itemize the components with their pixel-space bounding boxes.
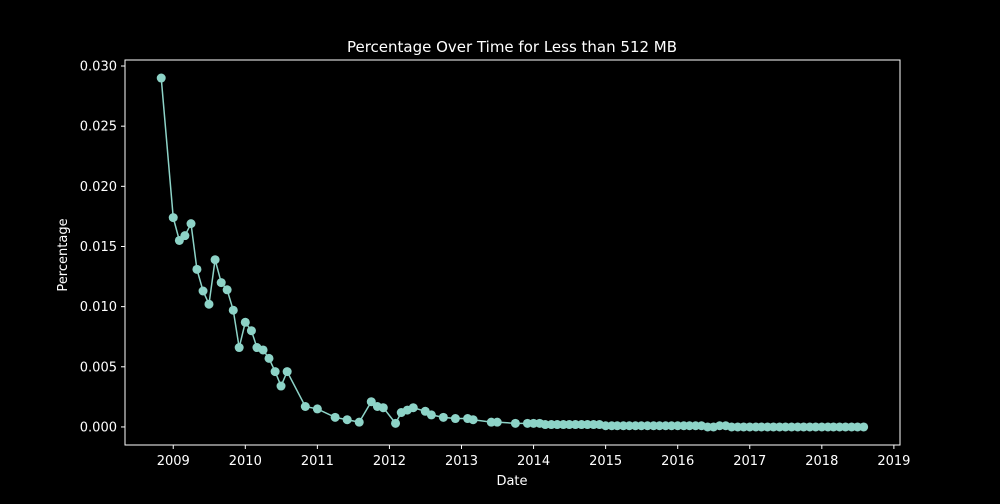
data-point	[198, 286, 208, 296]
x-axis: 2009 2010 2011 2012 2013 2014 2015 2016 2017 2018…	[157, 445, 910, 469]
y-tick-label: 0.030	[80, 60, 117, 75]
data-point	[186, 219, 196, 229]
data-point	[468, 415, 478, 425]
data-point	[216, 278, 226, 288]
chart-title: Percentage Over Time for Less than 512 M…	[347, 38, 677, 56]
data-point	[168, 213, 178, 223]
data-point	[492, 417, 502, 427]
x-tick-label: 2010	[229, 454, 262, 469]
y-tick-label: 0.000	[80, 420, 117, 435]
data-point	[330, 412, 340, 422]
x-tick-label: 2015	[589, 454, 622, 469]
plot-area-frame	[124, 59, 901, 446]
data-point	[228, 305, 238, 315]
y-tick-label: 0.010	[80, 300, 117, 315]
data-point	[192, 264, 202, 274]
x-tick-label: 2014	[517, 454, 550, 469]
x-tick-label: 2013	[445, 454, 478, 469]
data-point	[264, 353, 274, 363]
y-axis-label: Percentage	[56, 218, 71, 291]
data-point	[210, 255, 220, 265]
y-tick-label: 0.025	[80, 120, 117, 135]
data-point	[378, 403, 388, 413]
data-point	[156, 73, 166, 83]
series-line	[160, 77, 864, 428]
data-point	[270, 367, 280, 377]
data-point	[312, 404, 322, 414]
x-tick-label: 2011	[301, 454, 334, 469]
data-point	[180, 231, 190, 241]
x-tick-label: 2018	[805, 454, 838, 469]
data-point	[510, 418, 520, 428]
data-point	[258, 345, 268, 355]
data-point	[426, 410, 436, 420]
data-point	[234, 343, 244, 353]
data-point	[408, 403, 418, 413]
y-tick-label: 0.005	[80, 360, 117, 375]
data-point	[342, 415, 352, 425]
y-tick-label: 0.020	[80, 180, 117, 195]
data-point	[450, 414, 460, 424]
data-point	[240, 317, 250, 327]
y-tick-label: 0.015	[80, 240, 117, 255]
data-point	[300, 402, 310, 411]
x-tick-label: 2016	[661, 454, 694, 469]
data-point	[354, 417, 364, 427]
data-point	[366, 397, 376, 407]
y-axis: 0.000 0.005 0.010 0.015 0.020 0.025 0.030	[80, 60, 125, 435]
x-tick-label: 2017	[733, 454, 766, 469]
x-tick-label: 2012	[373, 454, 406, 469]
x-axis-label: Date	[496, 474, 527, 489]
data-point	[276, 381, 286, 391]
data-point	[282, 367, 292, 377]
data-point	[438, 412, 448, 422]
data-point	[204, 299, 214, 309]
data-point	[246, 326, 256, 336]
x-tick-label: 2019	[877, 454, 910, 469]
data-point	[222, 285, 232, 295]
x-tick-label: 2009	[157, 454, 190, 469]
series-layer	[156, 73, 869, 432]
data-point	[859, 422, 869, 432]
data-point	[391, 418, 401, 428]
